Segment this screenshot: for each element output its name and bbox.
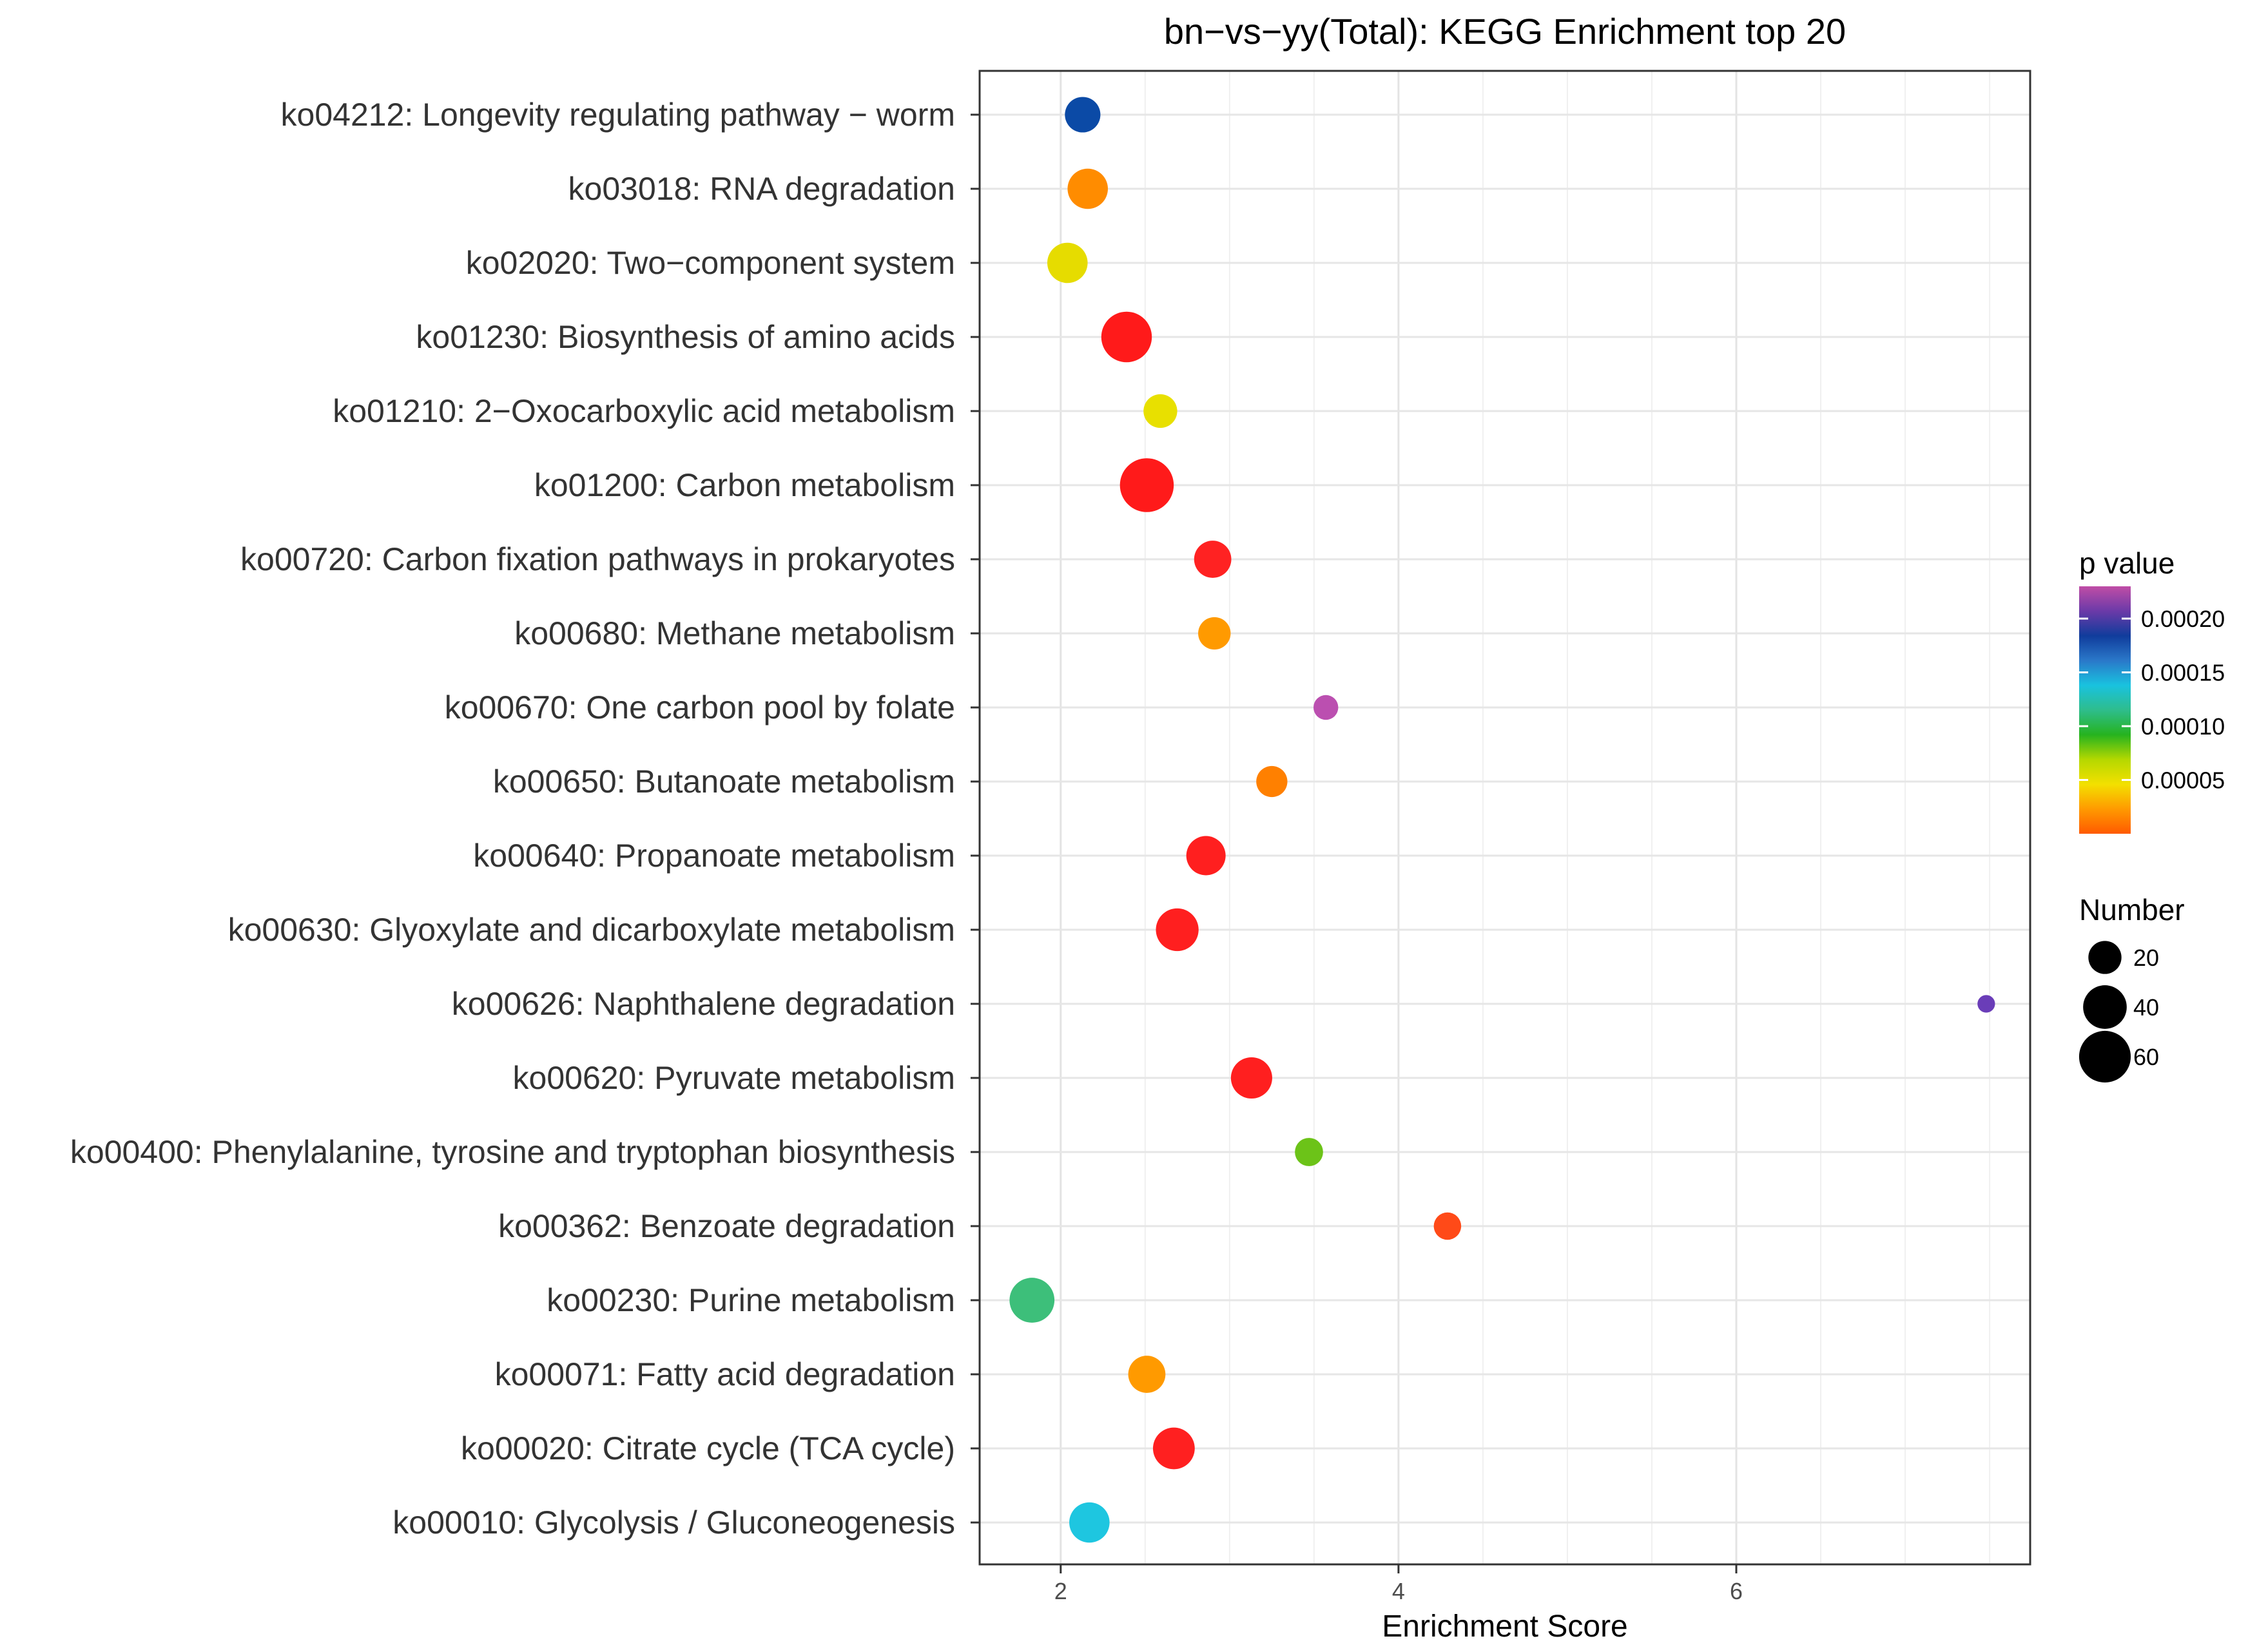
- category-label: ko03018: RNA degradation: [568, 171, 955, 207]
- category-label: ko00230: Purine metabolism: [547, 1282, 955, 1318]
- size-legend-dot: [2078, 1030, 2131, 1083]
- data-point: [1194, 541, 1232, 578]
- colorbar-tick-label: 0.00010: [2141, 713, 2225, 740]
- data-point: [1067, 168, 1108, 209]
- data-point: [1186, 836, 1226, 876]
- p-value-legend: p value 0.00020 0.00015 0.00010 0.00005: [2079, 546, 2225, 834]
- category-label: ko00720: Carbon fixation pathways in pro…: [240, 541, 955, 577]
- category-label: ko04212: Longevity regulating pathway − …: [281, 97, 955, 133]
- category-label: ko00620: Pyruvate metabolism: [513, 1060, 955, 1096]
- category-label: ko01200: Carbon metabolism: [534, 467, 955, 503]
- x-axis-ticks: 2 4 6: [1054, 1564, 1743, 1604]
- data-point: [1152, 1427, 1195, 1470]
- category-label: ko00670: One carbon pool by folate: [445, 689, 955, 725]
- data-point: [1295, 1138, 1323, 1166]
- grid-lines: [980, 71, 2030, 1564]
- x-axis-title: Enrichment Score: [1382, 1609, 1628, 1644]
- p-value-legend-title: p value: [2079, 546, 2175, 580]
- y-axis-category-labels: ko04212: Longevity regulating pathway − …: [70, 97, 980, 1541]
- category-label: ko01230: Biosynthesis of amino acids: [416, 319, 955, 355]
- data-point: [1143, 394, 1177, 428]
- data-point: [1313, 695, 1339, 720]
- data-point: [1977, 995, 1995, 1013]
- data-point: [1119, 458, 1174, 512]
- data-point: [1230, 1057, 1272, 1099]
- data-points: [1009, 97, 1995, 1543]
- category-label: ko00640: Propanoate metabolism: [473, 838, 955, 874]
- category-label: ko01210: 2−Oxocarboxylic acid metabolism: [333, 393, 955, 429]
- x-tick-label: 2: [1054, 1578, 1067, 1604]
- size-legend-label: 20: [2133, 945, 2159, 971]
- data-point: [1198, 617, 1231, 650]
- plot-border: [978, 70, 2031, 1566]
- category-label: ko00362: Benzoate degradation: [498, 1208, 955, 1244]
- data-point: [1128, 1356, 1166, 1393]
- category-label: ko00630: Glyoxylate and dicarboxylate me…: [228, 912, 955, 948]
- data-point: [1156, 908, 1199, 952]
- colorbar-tick-label: 0.00020: [2141, 606, 2225, 632]
- size-legend-dot: [2088, 941, 2122, 974]
- chart-title: bn−vs−yy(Total): KEGG Enrichment top 20: [1164, 11, 1846, 52]
- data-point: [1047, 242, 1088, 283]
- category-label: ko00010: Glycolysis / Gluconeogenesis: [392, 1504, 955, 1541]
- plot-background: [980, 71, 2030, 1564]
- colorbar-tick-label: 0.00015: [2141, 660, 2225, 686]
- data-point: [1256, 765, 1288, 798]
- x-tick-label: 6: [1730, 1578, 1743, 1604]
- category-label: ko00680: Methane metabolism: [514, 615, 955, 651]
- category-label: ko00071: Fatty acid degradation: [495, 1356, 955, 1392]
- size-legend-label: 60: [2133, 1044, 2159, 1070]
- data-point: [1101, 311, 1152, 363]
- data-point: [1069, 1502, 1110, 1543]
- x-tick-label: 4: [1392, 1578, 1405, 1604]
- category-label: ko00400: Phenylalanine, tyrosine and try…: [70, 1134, 955, 1170]
- size-legend-dot: [2083, 985, 2127, 1029]
- number-legend: Number 20 40 60: [2078, 893, 2185, 1083]
- number-legend-title: Number: [2079, 893, 2185, 927]
- category-label: ko02020: Two−component system: [466, 245, 955, 281]
- category-label: ko00626: Naphthalene degradation: [452, 986, 955, 1022]
- category-label: ko00020: Citrate cycle (TCA cycle): [461, 1430, 955, 1466]
- category-label: ko00650: Butanoate metabolism: [493, 764, 955, 800]
- data-point: [1433, 1212, 1462, 1240]
- data-point: [1065, 97, 1101, 133]
- p-value-colorbar: [2079, 586, 2131, 834]
- size-legend-label: 40: [2133, 994, 2159, 1021]
- data-point: [1009, 1278, 1055, 1323]
- colorbar-tick-label: 0.00005: [2141, 767, 2225, 794]
